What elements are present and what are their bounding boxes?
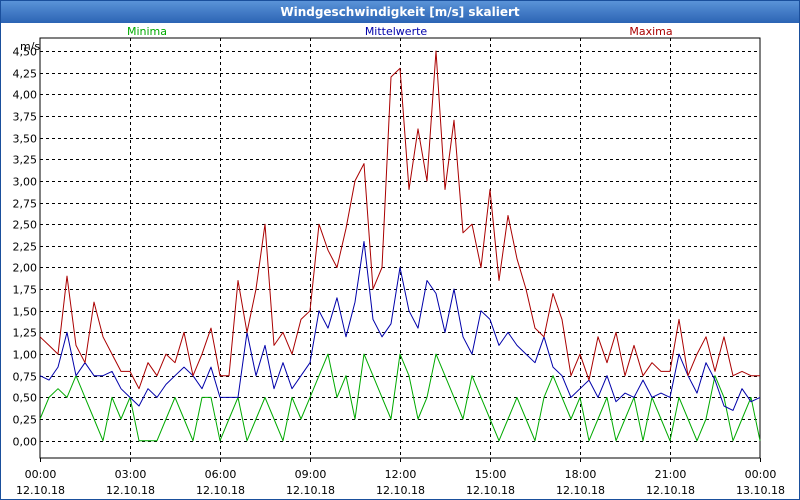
x-tick-time: 06:00 <box>205 468 237 481</box>
y-tick-label: 3,25 <box>13 154 38 167</box>
y-tick-label: 1,50 <box>13 306 38 319</box>
legend-mittelwerte: Mittelwerte <box>365 25 428 38</box>
y-tick-label: 3,75 <box>13 111 38 124</box>
x-tick-date: 12.10.18 <box>16 484 65 497</box>
y-tick-label: 0,25 <box>13 414 38 427</box>
x-tick-time: 00:00 <box>745 468 777 481</box>
x-tick-time: 15:00 <box>475 468 507 481</box>
y-tick-label: 1,75 <box>13 284 38 297</box>
x-tick-date: 12.10.18 <box>286 484 335 497</box>
x-tick-time: 12:00 <box>385 468 417 481</box>
y-tick-label: 1,00 <box>13 349 38 362</box>
y-tick-labels: 0,00 0,25 0,50 0,75 1,00 1,25 1,50 1,75 2,00 2,25… <box>13 46 38 449</box>
grid-lines <box>40 38 760 458</box>
y-axis-label: m/s <box>20 40 40 53</box>
series-lines <box>39 50 761 442</box>
x-tick-date: 12.10.18 <box>376 484 425 497</box>
legend-maxima: Maxima <box>629 25 672 38</box>
y-tick-label: 3,00 <box>13 176 38 189</box>
y-tick-label: 4,25 <box>13 68 38 81</box>
legend-minima: Minima <box>127 25 167 38</box>
x-tick-time: 09:00 <box>295 468 327 481</box>
y-tick-label: 0,00 <box>13 436 38 449</box>
x-tick-date: 12.10.18 <box>646 484 695 497</box>
y-tick-label: 2,00 <box>13 262 38 275</box>
y-tick-label: 0,75 <box>13 371 38 384</box>
axes <box>39 37 761 462</box>
x-tick-date: 12.10.18 <box>106 484 155 497</box>
x-tick-date: 12.10.18 <box>556 484 605 497</box>
y-tick-label: 4,00 <box>13 89 38 102</box>
series-line-maxima <box>39 50 760 390</box>
x-tick-time: 21:00 <box>655 468 687 481</box>
x-tick-time: 18:00 <box>565 468 597 481</box>
y-tick-label: 0,50 <box>13 392 38 405</box>
y-tick-label: 4,50 <box>13 46 38 59</box>
series-line-mittelwerte <box>39 241 761 411</box>
legend: Minima Mittelwerte Maxima <box>127 25 673 38</box>
y-tick-label: 1,25 <box>13 327 38 340</box>
x-tick-time: 00:00 <box>25 468 57 481</box>
y-tick-label: 3,50 <box>13 133 38 146</box>
x-tick-time: 03:00 <box>115 468 147 481</box>
x-tick-date: 12.10.18 <box>466 484 515 497</box>
y-tick-label: 2,25 <box>13 241 38 254</box>
window-title: Windgeschwindigkeit [m/s] skaliert <box>1 1 799 23</box>
x-tick-labels: 00:00 12.10.18 03:00 12.10.18 06:00 12.10.18 0… <box>16 468 785 497</box>
series-line-minima <box>39 353 761 442</box>
y-tick-label: 2,50 <box>13 219 38 232</box>
x-tick-date: 12.10.18 <box>196 484 245 497</box>
x-tick-date: 13.10.18 <box>736 484 785 497</box>
y-tick-label: 2,75 <box>13 198 38 211</box>
